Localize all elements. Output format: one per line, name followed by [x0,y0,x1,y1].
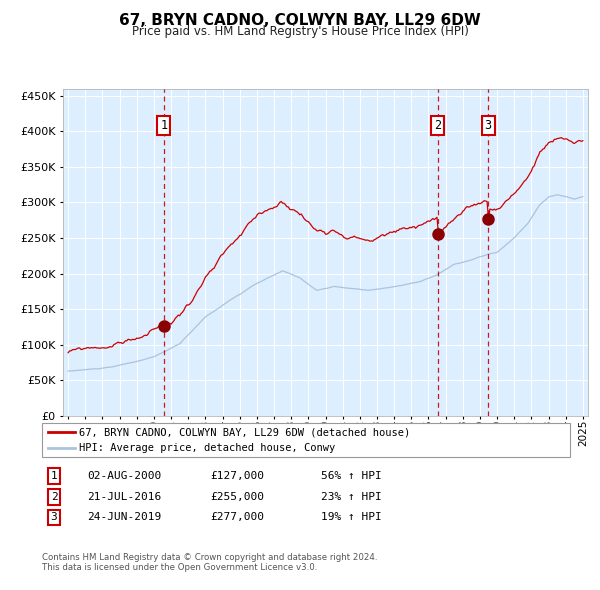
Text: 21-JUL-2016: 21-JUL-2016 [87,492,161,502]
Text: 19% ↑ HPI: 19% ↑ HPI [321,513,382,522]
Text: 2: 2 [434,119,442,132]
Text: 24-JUN-2019: 24-JUN-2019 [87,513,161,522]
Text: 3: 3 [485,119,491,132]
Text: 67, BRYN CADNO, COLWYN BAY, LL29 6DW: 67, BRYN CADNO, COLWYN BAY, LL29 6DW [119,13,481,28]
Text: £127,000: £127,000 [210,471,264,481]
Text: 1: 1 [160,119,167,132]
Text: 67, BRYN CADNO, COLWYN BAY, LL29 6DW (detached house): 67, BRYN CADNO, COLWYN BAY, LL29 6DW (de… [79,428,410,437]
Text: HPI: Average price, detached house, Conwy: HPI: Average price, detached house, Conw… [79,443,335,453]
Text: Price paid vs. HM Land Registry's House Price Index (HPI): Price paid vs. HM Land Registry's House … [131,25,469,38]
Text: £255,000: £255,000 [210,492,264,502]
Text: 1: 1 [50,471,58,481]
Text: 3: 3 [50,513,58,522]
Text: £277,000: £277,000 [210,513,264,522]
Text: 02-AUG-2000: 02-AUG-2000 [87,471,161,481]
Text: This data is licensed under the Open Government Licence v3.0.: This data is licensed under the Open Gov… [42,563,317,572]
Text: Contains HM Land Registry data © Crown copyright and database right 2024.: Contains HM Land Registry data © Crown c… [42,553,377,562]
Text: 2: 2 [50,492,58,502]
Text: 56% ↑ HPI: 56% ↑ HPI [321,471,382,481]
Text: 23% ↑ HPI: 23% ↑ HPI [321,492,382,502]
